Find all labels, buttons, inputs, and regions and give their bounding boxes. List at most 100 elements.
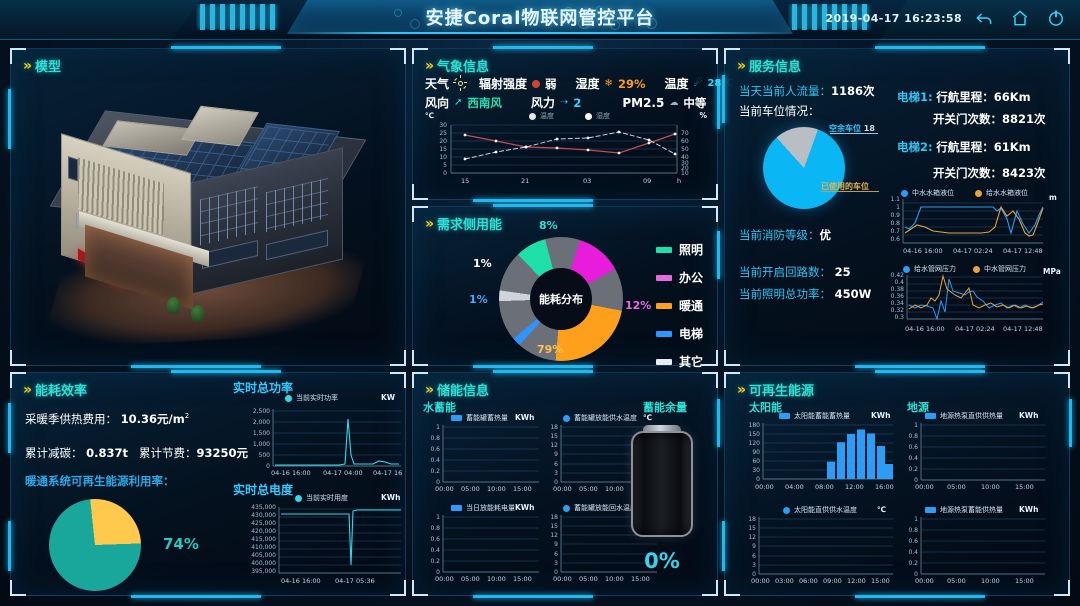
donut-center-label: 能耗分布 — [530, 268, 592, 330]
svg-text:15:00: 15:00 — [1015, 577, 1034, 585]
slice-label-hvac: 79% — [537, 343, 564, 356]
panel-storage-info: » 储能信息 水蓄能 蓄能余量 蓄能罐蓄热量 KWh 1 0.8 0.6 0.4… — [412, 370, 720, 598]
svg-text:0.2: 0.2 — [908, 466, 918, 473]
svg-text:10:00: 10:00 — [605, 575, 624, 583]
elevator-2-mileage: 电梯2: 行航里程：61Km — [897, 140, 1031, 154]
svg-text:3: 3 — [752, 562, 756, 569]
svg-text:h: h — [677, 177, 681, 185]
solar-section-label: 太阳能 — [749, 401, 782, 414]
svg-text:05:00: 05:00 — [947, 483, 966, 491]
legend-item-lighting[interactable]: 照明 — [655, 241, 703, 258]
back-icon[interactable] — [974, 8, 994, 32]
svg-text:0.2: 0.2 — [430, 558, 440, 565]
slice-label-other: 1% — [473, 257, 492, 270]
svg-text:500: 500 — [259, 452, 271, 459]
weather-chart-svg: 30 25 20 15 10 5 0 70 60 50 40 30 20 10 … — [439, 122, 689, 185]
panel-efficiency-title: » 能耗效率 — [23, 381, 88, 400]
svg-text:0: 0 — [443, 170, 447, 177]
svg-text:00:00: 00:00 — [915, 577, 934, 585]
slice-label-lighting: 8% — [539, 219, 558, 232]
legend-item-elevator[interactable]: 电梯 — [655, 325, 703, 342]
svg-text:15:00: 15:00 — [513, 485, 532, 493]
svg-text:0.8: 0.8 — [890, 220, 900, 227]
header-actions — [974, 8, 1066, 32]
legend-tank-supply-temp: 蓄能罐放能供水温度 — [563, 413, 637, 423]
legend-item-hvac[interactable]: 暖通 — [655, 297, 703, 314]
panel-weather: » 气象信息 天气 辐射强度 弱 湿度 ❄ 29% 温度 ☄ 28℃ 风向 ➚ … — [412, 46, 733, 202]
svg-text:150: 150 — [749, 431, 761, 438]
svg-text:400,000: 400,000 — [251, 560, 276, 567]
legend-geo-direct-heat: 地源热泵直供供热量 — [925, 411, 1003, 421]
svg-text:0: 0 — [266, 463, 270, 470]
header-left-wing — [0, 0, 200, 40]
storage-reserve-label: 蓄能余量 — [643, 401, 687, 414]
chevron-right-icon: » — [23, 381, 32, 398]
svg-text:6: 6 — [752, 553, 756, 560]
app-header: 安捷Coral物联网管控平台 2019-04-17 16:23:58 — [0, 0, 1080, 40]
svg-text:00:00: 00:00 — [755, 483, 774, 491]
svg-text:1: 1 — [896, 204, 900, 211]
svg-text:6: 6 — [554, 551, 558, 558]
svg-text:04:00: 04:00 — [785, 483, 804, 491]
svg-text:0.6: 0.6 — [430, 446, 440, 453]
chevron-right-icon: » — [737, 381, 746, 398]
svg-text:15:00: 15:00 — [1015, 483, 1034, 491]
svg-text:05:00: 05:00 — [579, 575, 598, 583]
renewable-rate-pie — [49, 499, 141, 591]
building-3d-view[interactable] — [11, 75, 407, 365]
svg-text:20: 20 — [439, 138, 447, 145]
svg-text:10:00: 10:00 — [981, 577, 1000, 585]
panel-renewable-title: » 可再生能源 — [737, 381, 815, 400]
svg-text:395,000: 395,000 — [251, 568, 276, 575]
svg-text:410,000: 410,000 — [251, 544, 276, 551]
legend-daily-discharge-power: 当日放能耗电量 — [451, 503, 515, 513]
header-center-banner — [287, 0, 793, 34]
legend-solar-water-temp: 太阳能直供供水温度 — [783, 505, 857, 515]
slice-label-office: 12% — [625, 299, 652, 312]
svg-text:20: 20 — [681, 165, 689, 172]
battery-level-indicator — [631, 425, 693, 537]
power-icon[interactable] — [1046, 8, 1066, 32]
svg-text:10:00: 10:00 — [487, 575, 506, 583]
svg-text:0.6: 0.6 — [430, 536, 440, 543]
legend-swatch-hvac — [655, 302, 672, 309]
water-level-chart: 中水水箱液位 给水水箱液位 m 1.1 1 0.9 0.8 0.7 0.6 04… — [890, 189, 1057, 255]
svg-text:0.9: 0.9 — [890, 212, 900, 219]
svg-text:0: 0 — [554, 479, 558, 486]
svg-text:04-17 02:24: 04-17 02:24 — [955, 325, 995, 333]
svg-text:10: 10 — [681, 170, 689, 177]
parking-status-label: 当前车位情况： — [739, 104, 820, 118]
solar-heat-bar-chart: 太阳能蓄能蓄热量 KWh 180 150 120 90 60 30 0 00:0… — [737, 411, 899, 493]
home-icon[interactable] — [1010, 8, 1030, 32]
svg-text:415,000: 415,000 — [251, 536, 276, 543]
panel-demand-title: » 需求侧用能 — [425, 215, 503, 234]
page-title: 安捷Coral物联网管控平台 — [425, 8, 655, 29]
svg-text:425,000: 425,000 — [251, 520, 276, 527]
svg-text:9: 9 — [752, 543, 756, 550]
svg-text:00:00: 00:00 — [553, 575, 572, 583]
svg-text:08:00: 08:00 — [815, 483, 834, 491]
svg-text:12: 12 — [550, 442, 558, 449]
svg-text:5: 5 — [443, 162, 447, 169]
svg-text:0.6: 0.6 — [908, 538, 918, 545]
svg-text:0.4: 0.4 — [430, 547, 440, 554]
slice-label-elevator: 1% — [469, 293, 488, 306]
svg-text:9: 9 — [554, 541, 558, 548]
weather-row-2: 风向 ➚ 西南风 风力 ➝ 2 PM2.5 ☁ 中等 — [425, 95, 707, 111]
renewable-rate-value: 74% — [163, 535, 199, 553]
open-loops: 当前开启回路数： 25 — [739, 265, 851, 279]
svg-text:0.32: 0.32 — [891, 307, 905, 314]
svg-text:04-17 12:48: 04-17 12:48 — [1003, 325, 1043, 333]
svg-text:00:00: 00:00 — [435, 485, 454, 493]
legend-item-office[interactable]: 办公 — [655, 269, 703, 286]
svg-text:0.2: 0.2 — [908, 560, 918, 567]
legend-item-other[interactable]: 其它 — [655, 353, 703, 370]
svg-text:10: 10 — [439, 154, 447, 161]
svg-text:0.8: 0.8 — [430, 435, 440, 442]
svg-text:12: 12 — [748, 534, 756, 541]
svg-text:15:00: 15:00 — [513, 575, 532, 583]
svg-text:0.7: 0.7 — [890, 228, 900, 235]
svg-text:6: 6 — [554, 461, 558, 468]
svg-text:15:00: 15:00 — [631, 575, 650, 583]
panel-demand-energy: » 需求侧用能 能耗分布 8% 12% 79% 1% 1% 照明 办公 暖通 电… — [412, 204, 720, 369]
